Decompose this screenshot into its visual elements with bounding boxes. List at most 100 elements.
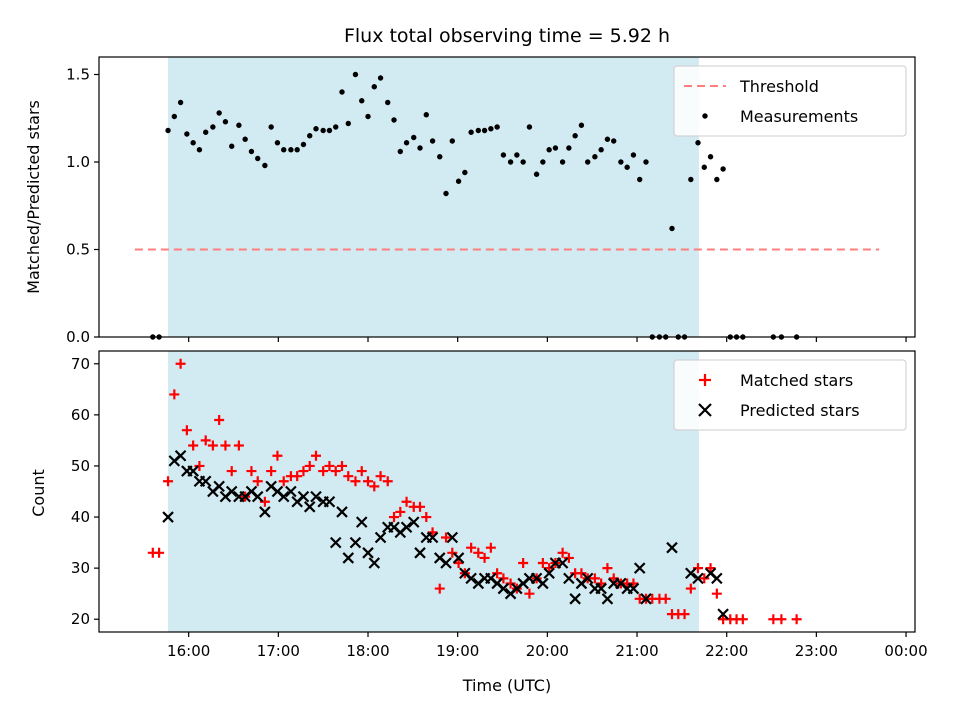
- measurement-point: [216, 110, 222, 116]
- matched-star-point: [537, 558, 548, 569]
- measurement-point: [365, 113, 371, 120]
- measurement-point: [339, 89, 345, 95]
- measurement-point: [165, 127, 171, 134]
- top-legend: Threshold Measurements: [673, 65, 907, 137]
- matched-star-point: [524, 588, 535, 599]
- bottom-y-tick-label: 40: [71, 508, 90, 526]
- measurement-point: [514, 152, 520, 158]
- matched-star-point: [441, 532, 452, 543]
- matched-star-point: [207, 440, 218, 451]
- measurement-point: [320, 127, 326, 134]
- legend-label: Predicted stars: [740, 401, 860, 420]
- matched-star-point: [518, 558, 529, 569]
- top-y-tick-label: 1.0: [66, 153, 90, 171]
- x-axis-label: Time (UTC): [462, 676, 551, 695]
- predicted-star-point: [465, 572, 477, 585]
- measurement-point: [307, 133, 313, 139]
- predicted-star-point: [297, 490, 310, 503]
- predicted-star-point: [400, 521, 413, 534]
- matched-star-point: [485, 542, 496, 553]
- top-y-axis-label: Matched/Predicted stars: [24, 100, 43, 294]
- predicted-star-point: [601, 593, 614, 605]
- predicted-star-point: [174, 449, 187, 462]
- predicted-star-point: [666, 541, 678, 554]
- measurement-point: [578, 122, 585, 128]
- predicted-star-point: [329, 536, 342, 549]
- top-y-tick-label: 0.5: [66, 241, 90, 259]
- measurement-point: [546, 147, 552, 153]
- observing-window-bands: [168, 57, 699, 632]
- bottom-y-tick-label: 60: [71, 406, 90, 424]
- matched-star-point: [181, 425, 192, 436]
- measurement-point: [391, 117, 397, 123]
- measurement-point: [688, 176, 694, 183]
- matched-star-point: [226, 466, 237, 477]
- x-tick-label: 18:00: [346, 642, 389, 660]
- measurement-point: [695, 140, 701, 146]
- matched-star-point: [427, 527, 438, 538]
- predicted-star-point: [543, 567, 555, 580]
- predicted-star-point: [342, 552, 355, 564]
- matched-star-point: [324, 460, 335, 471]
- matched-star-point: [415, 501, 426, 512]
- matched-star-point: [330, 466, 341, 477]
- legend-label: Matched stars: [740, 371, 853, 390]
- top-axes-frame: [98, 56, 916, 338]
- predicted-star-point: [497, 582, 510, 595]
- matched-star-point: [776, 614, 787, 625]
- measurement-point: [371, 84, 377, 90]
- measurement-point: [533, 171, 540, 177]
- measurement-point: [462, 169, 468, 176]
- measurement-point: [288, 147, 294, 153]
- predicted-star-point: [414, 547, 426, 559]
- matched-star-point: [363, 476, 374, 487]
- measurement-point: [488, 126, 494, 132]
- chart-title: Flux total observing time = 5.92 h: [344, 25, 670, 47]
- matched-star-point: [375, 471, 386, 482]
- matched-star-point: [401, 496, 412, 507]
- predicted-star-point: [595, 582, 607, 595]
- measurement-point: [566, 145, 572, 151]
- measurement-point: [242, 136, 248, 142]
- predicted-star-point: [336, 506, 348, 518]
- predicted-star-point: [711, 572, 723, 585]
- predicted-star-point: [640, 593, 652, 605]
- measurement-point: [630, 152, 637, 158]
- predicted-star-point: [213, 480, 225, 493]
- measurement-point: [481, 127, 488, 134]
- predicted-star-point: [569, 593, 581, 605]
- measurement-point: [624, 164, 630, 170]
- predicted-star-point: [310, 490, 322, 503]
- bottom-axes-frame: [98, 350, 916, 633]
- measurement-point: [171, 113, 178, 120]
- predicted-star-point: [225, 485, 238, 498]
- matched-star-point: [252, 476, 263, 487]
- bottom-y-tick-label: 70: [71, 355, 90, 373]
- legend-predicted-swatch: [698, 403, 712, 417]
- matched-star-point: [311, 450, 322, 461]
- legend-matched-swatch: [699, 374, 711, 386]
- matched-star-point: [791, 614, 802, 625]
- x-tick-label: 00:00: [884, 642, 927, 660]
- predicted-star-point: [362, 547, 374, 559]
- measurement-point: [572, 133, 578, 139]
- matched-star-point: [557, 547, 568, 558]
- matched-star-point: [453, 558, 464, 569]
- predicted-star-point: [633, 562, 646, 574]
- measurement-point: [720, 166, 726, 172]
- bottom-legend-box: [673, 359, 907, 431]
- bottom-y-tick-label: 20: [71, 610, 90, 628]
- measurement-point: [345, 120, 351, 127]
- matched-star-point: [214, 414, 225, 425]
- measurement-point: [397, 148, 403, 155]
- matched-star-point: [343, 471, 354, 482]
- matched-star-point: [737, 614, 748, 625]
- measurement-point: [540, 159, 546, 165]
- matched-star-point: [628, 578, 639, 589]
- matched-star-point: [318, 466, 329, 477]
- matched-star-point: [544, 563, 555, 574]
- matched-star-point: [466, 542, 477, 553]
- measurement-point: [707, 154, 714, 160]
- predicted-star-point: [537, 577, 549, 590]
